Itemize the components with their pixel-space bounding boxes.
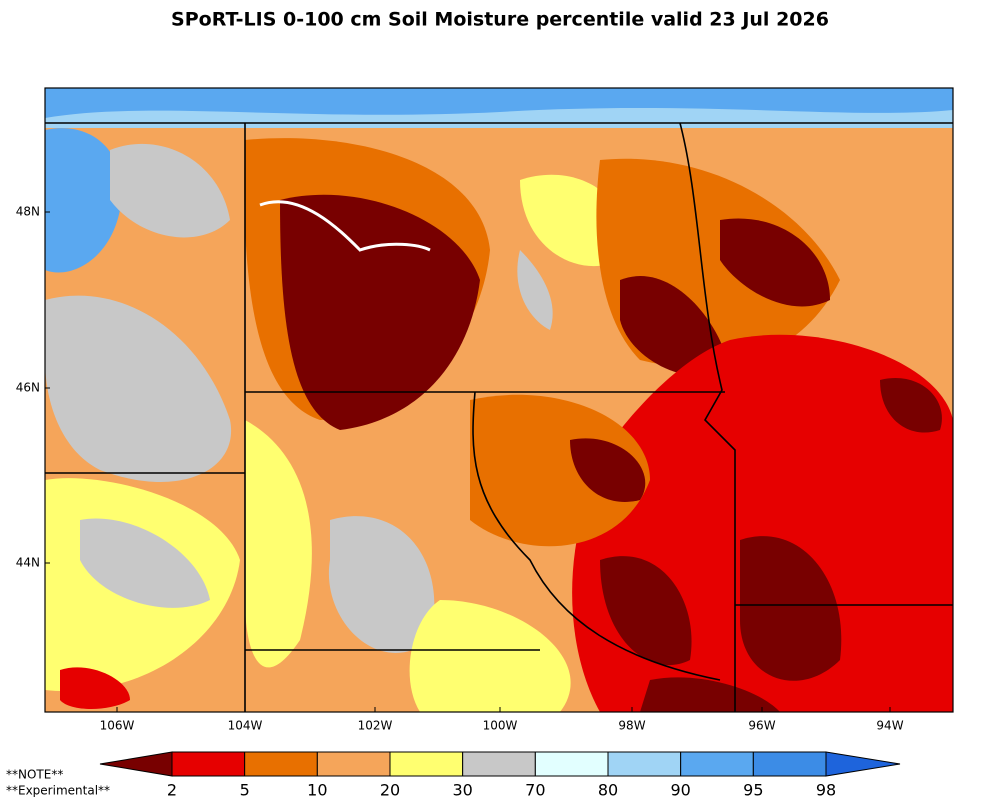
map-frame	[44, 87, 954, 713]
colorbar-label: 80	[598, 781, 618, 800]
lon-label: 106W	[100, 719, 135, 733]
colorbar-box	[316, 751, 391, 777]
colorbar-label: 70	[525, 781, 545, 800]
title: SPoRT-LIS 0-100 cm Soil Moisture percent…	[171, 9, 829, 31]
colorbar-label: 30	[452, 781, 472, 800]
colorbar-end	[825, 751, 901, 777]
lat-label: 48N	[16, 205, 40, 219]
lon-label: 94W	[876, 719, 903, 733]
lon-label: 100W	[483, 719, 518, 733]
colorbar-box	[752, 751, 827, 777]
colorbar-box	[244, 751, 318, 777]
lon-label: 96W	[748, 719, 775, 733]
colorbar-box	[462, 751, 536, 777]
colorbar-box	[171, 751, 246, 777]
lon-label: 102W	[358, 719, 393, 733]
lat-label: 46N	[16, 381, 40, 395]
colorbar-box	[534, 751, 609, 777]
lat-label: 44N	[16, 556, 40, 570]
map-raster	[45, 88, 953, 712]
colorbar-label: 90	[670, 781, 690, 800]
lon-label: 98W	[618, 719, 645, 733]
colorbar-label: 5	[240, 781, 250, 800]
colorbar-label: 98	[816, 781, 836, 800]
colorbar-box	[680, 751, 754, 777]
lon-label: 104W	[228, 719, 263, 733]
colorbar-box	[389, 751, 464, 777]
colorbar-label: 10	[307, 781, 327, 800]
colorbar-label: 20	[380, 781, 400, 800]
colorbar-box	[607, 751, 682, 777]
note: **Experimental**	[6, 784, 110, 798]
note: **NOTE**	[6, 768, 63, 782]
colorbar-label: 95	[743, 781, 763, 800]
colorbar-end	[99, 751, 173, 777]
colorbar-label: 2	[167, 781, 177, 800]
